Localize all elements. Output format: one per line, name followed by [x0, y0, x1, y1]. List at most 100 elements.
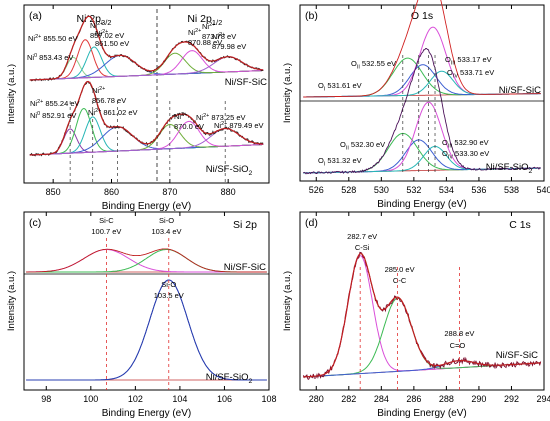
peak-label-a-top-value-6: 879.98 eV — [212, 42, 246, 51]
peak-label-c-name-0: Si-C — [99, 216, 114, 225]
panel-c — [23, 211, 270, 391]
x-tick-label: 282 — [341, 394, 356, 404]
y-axis-label: Intensity (a.u.) — [6, 64, 17, 124]
peak-label-c-value-2: 103.5 eV — [154, 291, 184, 300]
y-axis-label: Intensity (a.u.) — [282, 63, 293, 123]
peak-label-a-bottom-5: Ni2+ 873.25 eV — [196, 113, 246, 122]
x-tick-label: 290 — [471, 394, 486, 404]
peak-label-b-top-2: OIII 533.17 eV — [445, 55, 492, 66]
panel-label: (b) — [305, 10, 318, 22]
panel-label: (d) — [305, 217, 318, 229]
x-tick-label: 536 — [471, 185, 486, 195]
peak-label-a-top-value-5: 873.78 eV — [202, 32, 236, 41]
b-top-raw-data — [303, 0, 541, 98]
peak-label-a-bottom-6: Ni2+ 879.49 eV — [214, 121, 264, 130]
peak-label-a-top-value-4: 870.88 eV — [188, 38, 222, 47]
x-tick-label: 850 — [46, 187, 61, 197]
x-tick-label: 530 — [374, 185, 389, 195]
panel-a — [23, 4, 270, 184]
x-axis-label: Binding Energy (eV) — [377, 199, 467, 210]
panel-d — [299, 211, 545, 391]
y-axis-label: Intensity (a.u.) — [282, 271, 293, 331]
peak-label-a-top-4: Ni2+ — [188, 28, 201, 37]
a-bottom-component-3 — [29, 126, 264, 156]
peak-label-d-value-2: 288.8 eV — [444, 329, 474, 338]
peak-label-b-bottom-1: OII 532.30 eV — [340, 140, 385, 151]
x-tick-label: 294 — [536, 394, 550, 404]
peak-label-a-top-0: Ni0 853.43 eV — [27, 53, 73, 62]
c-top-raw-data — [26, 248, 267, 273]
plot-frame — [23, 211, 270, 391]
a-bottom-fit-envelope — [29, 80, 264, 156]
x-axis-label: Binding Energy (eV) — [102, 201, 192, 212]
x-tick-label: 286 — [406, 394, 421, 404]
peak-label-a-top-3: Ni2+ — [95, 29, 108, 38]
region-label-1-2: Ni 2p1/2 — [187, 13, 222, 27]
x-tick-label: 880 — [221, 187, 236, 197]
x-axis-label: Binding Energy (eV) — [102, 408, 192, 419]
sample-label-a-top: Ni/SF-SiC — [225, 77, 267, 88]
x-tick-label: 280 — [309, 394, 324, 404]
panel-title-c: Si 2p — [233, 219, 257, 231]
peak-label-d-name-1: C-C — [393, 276, 407, 285]
peak-label-a-bottom-4: Ni2+ — [174, 112, 187, 121]
x-axis-label: Binding Energy (eV) — [377, 408, 467, 419]
peak-label-a-bottom-0: Ni0 852.91 eV — [30, 111, 76, 120]
x-tick-label: 526 — [309, 185, 324, 195]
x-tick-label: 102 — [128, 394, 143, 404]
panel-label: (c) — [29, 217, 41, 229]
x-tick-label: 98 — [41, 394, 51, 404]
y-axis-label: Intensity (a.u.) — [6, 271, 17, 331]
sample-label-b-bottom: Ni/SF-SiO2 — [486, 162, 533, 175]
x-tick-label: 534 — [439, 185, 454, 195]
a-top-fit-envelope — [29, 15, 264, 81]
peak-label-a-top-5: Ni2+ — [202, 22, 215, 31]
x-tick-label: 528 — [341, 185, 356, 195]
peak-label-a-top-2: Ni2+ — [90, 21, 103, 30]
sample-label-a-bottom: Ni/SF-SiO2 — [206, 164, 253, 177]
peak-label-d-value-0: 282.7 eV — [347, 232, 377, 241]
x-tick-label: 292 — [504, 394, 519, 404]
peak-label-a-bottom-3: Ni2+ 861.02 eV — [88, 108, 138, 117]
panel-title-d: C 1s — [509, 219, 531, 231]
peak-label-b-top-1: OII 532.55 eV — [351, 59, 396, 70]
panel-label: (a) — [29, 10, 42, 22]
peak-label-a-top-value-3: 861.50 eV — [95, 39, 129, 48]
x-tick-label: 108 — [261, 394, 276, 404]
peak-label-d-name-2: C=O — [450, 341, 466, 350]
plot-frame — [23, 4, 270, 184]
peak-label-a-bottom-value-2: 856.78 eV — [92, 96, 126, 105]
plot-frame — [299, 4, 545, 182]
peak-label-c-name-1: Si-O — [159, 216, 174, 225]
peak-label-b-bottom-3: OIV 533.30 eV — [442, 149, 489, 160]
peak-label-c-name-2: Si-O — [161, 280, 176, 289]
peak-label-b-bottom-2: OIII 532.90 eV — [442, 138, 489, 149]
x-tick-label: 106 — [217, 394, 232, 404]
x-tick-label: 100 — [83, 394, 98, 404]
sample-label-c-bottom: Ni/SF-SiO2 — [206, 372, 253, 385]
c-bottom-raw-data — [26, 279, 267, 381]
sample-label-c-top: Ni/SF-SiC — [224, 262, 266, 273]
peak-label-a-top-1: Ni2+ 855.50 eV — [28, 34, 78, 43]
peak-label-a-bottom-value-4: 870.0 eV — [174, 122, 204, 131]
peak-label-b-top-3: OIV 533.71 eV — [447, 68, 494, 79]
plot-frame — [299, 211, 545, 391]
peak-label-b-top-0: OI 531.61 eV — [318, 81, 362, 92]
peak-label-d-value-1: 285.0 eV — [385, 265, 415, 274]
panel-b — [299, 4, 545, 182]
x-tick-label: 288 — [439, 394, 454, 404]
region-label-3-2: Ni 2p3/2 — [76, 13, 111, 27]
sample-label-d: Ni/SF-SiC — [496, 350, 538, 361]
peak-label-b-bottom-0: OI 531.32 eV — [318, 156, 362, 167]
b-bottom-raw-data — [303, 48, 541, 175]
d-component-2 — [303, 360, 541, 378]
peak-label-c-value-1: 103.4 eV — [152, 227, 182, 236]
x-tick-label: 104 — [172, 394, 187, 404]
panel-title-b: O 1s — [411, 10, 433, 22]
x-tick-label: 284 — [374, 394, 389, 404]
peak-label-a-top-6: Ni2+ — [212, 32, 225, 41]
x-tick-label: 538 — [504, 185, 519, 195]
x-tick-label: 532 — [406, 185, 421, 195]
x-tick-label: 860 — [104, 187, 119, 197]
